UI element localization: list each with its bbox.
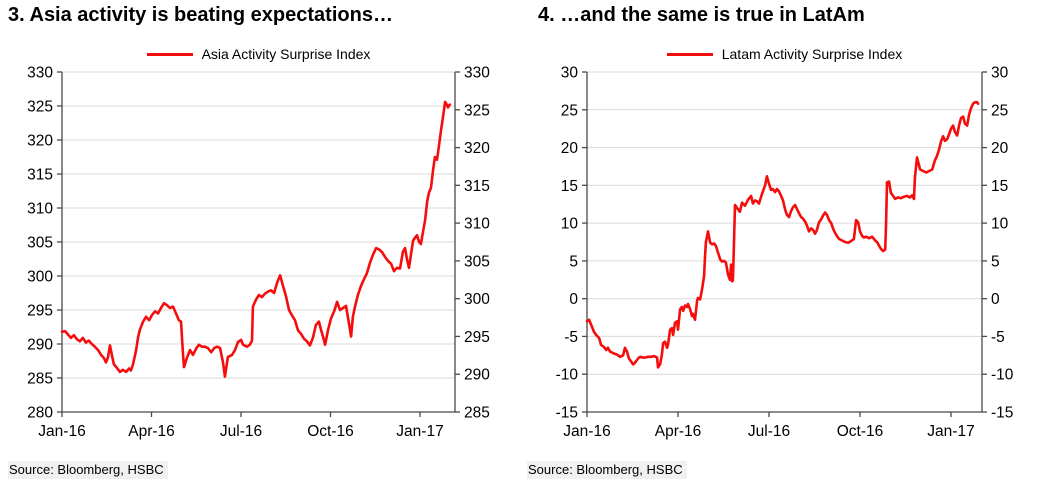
y-right-tick-label: 15 <box>991 178 1008 195</box>
y-left-tick-label: 300 <box>27 269 53 286</box>
x-tick-label: Apr-16 <box>655 423 702 440</box>
legend-line-swatch <box>666 52 713 56</box>
asia-chart-canvas: 280 285 290 295 300 305 310 315 320 325 330 285 290 2… <box>27 65 490 441</box>
y-left-tick-label: -10 <box>556 367 579 384</box>
y-right-tick-label: 320 <box>464 140 490 157</box>
x-tick-label: Apr-16 <box>128 423 175 440</box>
asia-chart-title: 3. Asia activity is beating expectations… <box>8 4 393 26</box>
y-left-tick-label: 285 <box>27 371 53 388</box>
asia-chart-panel: 3. Asia activity is beating expectations… <box>0 0 518 492</box>
x-tick-label: Oct-16 <box>837 423 884 440</box>
y-left-tick-label: -15 <box>556 405 578 422</box>
asia-activity-surprise-index-line <box>60 100 452 378</box>
y-right-tick-label: 300 <box>464 291 490 308</box>
gridlines <box>587 71 982 375</box>
y-right-tick-label: 310 <box>464 216 490 233</box>
y-right-tick-label: 0 <box>991 291 1000 308</box>
y-right-tick-label: 30 <box>991 65 1009 82</box>
source-note: Source: Bloomberg, HSBC <box>527 461 687 479</box>
y-right-tick-label: -15 <box>991 405 1013 422</box>
axis-labels: -15 -10 -5 0 5 10 15 20 25 30 -15 -10 -5 0 5 10 15 20 25 30… <box>556 65 1014 441</box>
y-left-tick-label: 30 <box>561 65 579 82</box>
y-right-tick-label: 10 <box>991 216 1009 233</box>
y-left-tick-label: 315 <box>27 167 53 184</box>
x-tick-label: Jan-16 <box>38 423 85 440</box>
y-left-tick-label: 15 <box>561 178 578 195</box>
y-right-tick-label: 305 <box>464 253 490 270</box>
y-left-tick-label: 5 <box>569 253 578 270</box>
latam-chart-legend: Latam Activity Surprise Index <box>587 46 982 62</box>
y-right-tick-label: 295 <box>464 329 490 346</box>
y-left-tick-label: 330 <box>27 65 53 82</box>
x-tick-label: Jul-16 <box>748 423 790 440</box>
source-note: Source: Bloomberg, HSBC <box>8 461 168 479</box>
y-left-tick-label: 290 <box>27 337 53 354</box>
y-right-tick-label: 285 <box>464 405 490 422</box>
legend-line-swatch <box>146 52 193 56</box>
gridlines <box>62 71 455 379</box>
y-right-tick-label: 330 <box>464 65 490 82</box>
axes <box>582 71 987 417</box>
y-right-tick-label: 325 <box>464 102 490 119</box>
y-left-tick-label: 305 <box>27 235 53 252</box>
legend-label: Latam Activity Surprise Index <box>721 46 903 62</box>
asia-chart-legend: Asia Activity Surprise Index <box>62 46 455 62</box>
x-tick-label: Jan-16 <box>563 423 610 440</box>
x-tick-label: Oct-16 <box>307 423 354 440</box>
y-left-tick-label: 10 <box>561 216 579 233</box>
y-left-tick-label: 25 <box>561 102 578 119</box>
y-right-tick-label: 5 <box>991 253 1000 270</box>
y-left-tick-label: 320 <box>27 133 53 150</box>
y-right-tick-label: -10 <box>991 367 1014 384</box>
y-right-tick-label: -5 <box>991 329 1005 346</box>
axis-labels: 280 285 290 295 300 305 310 315 320 325 330 285 290 2… <box>27 65 490 441</box>
latam-chart-panel: 4. …and the same is true in LatAm Latam … <box>519 0 1037 492</box>
latam-chart-title: 4. …and the same is true in LatAm <box>538 4 865 26</box>
y-left-tick-label: 20 <box>561 140 579 157</box>
y-right-tick-label: 290 <box>464 367 490 384</box>
legend-label: Asia Activity Surprise Index <box>201 46 371 62</box>
y-left-tick-label: 280 <box>27 405 53 422</box>
y-left-tick-label: 325 <box>27 99 53 116</box>
latam-activity-surprise-index-line <box>585 100 980 369</box>
latam-chart-canvas: -15 -10 -5 0 5 10 15 20 25 30 -15 -10 -5 0 5 10 15 20 25 30… <box>556 65 1014 441</box>
y-left-tick-label: -5 <box>564 329 578 346</box>
x-tick-label: Jan-17 <box>927 423 974 440</box>
x-tick-label: Jan-17 <box>396 423 443 440</box>
y-right-tick-label: 25 <box>991 102 1008 119</box>
y-right-tick-label: 20 <box>991 140 1009 157</box>
axes <box>57 71 460 417</box>
y-left-tick-label: 0 <box>569 291 578 308</box>
y-left-tick-label: 310 <box>27 201 53 218</box>
y-right-tick-label: 315 <box>464 178 490 195</box>
x-tick-label: Jul-16 <box>220 423 262 440</box>
y-left-tick-label: 295 <box>27 303 53 320</box>
